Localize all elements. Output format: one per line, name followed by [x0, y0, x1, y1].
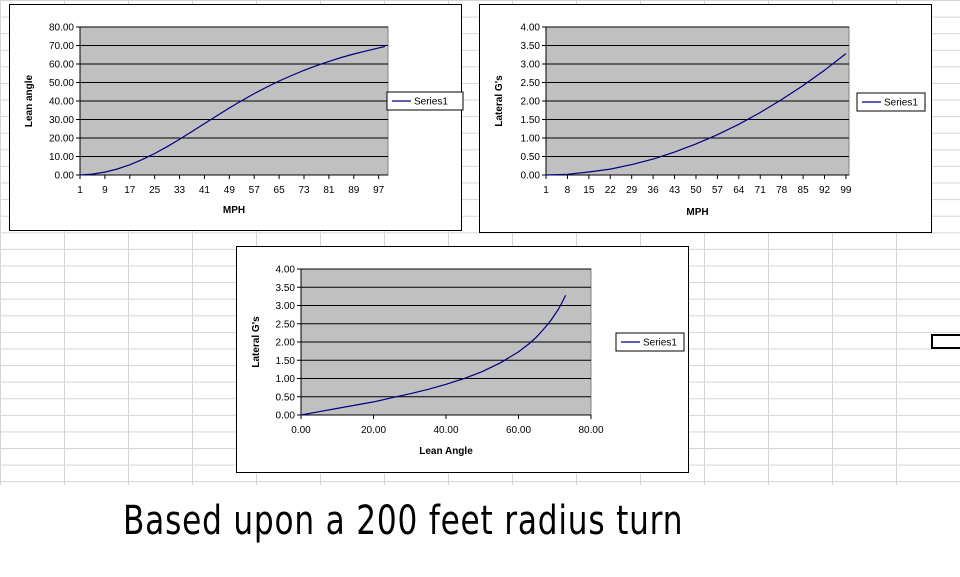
y-tick-label: 2.50 [276, 319, 296, 330]
y-tick-label: 70.00 [49, 41, 74, 52]
y-tick-label: 80.00 [49, 23, 74, 34]
legend-box [856, 92, 926, 112]
x-tick-label: 36 [648, 185, 660, 196]
chart-0-svg: 0.00 10.00 20.00 30.00 40.00 50.00 60.00 70.00 8… [24, 23, 464, 216]
chart-lean-angle-vs-mph[interactable]: 0.00 10.00 20.00 30.00 40.00 50.00 60.00 70.00 8… [9, 4, 464, 231]
x-tick-label: 71 [755, 185, 767, 196]
x-tick-label: 89 [348, 185, 360, 196]
x-tick-label: 85 [798, 185, 810, 196]
y-tick-label: 2.00 [276, 338, 296, 349]
y-tick-label: 3.50 [276, 283, 296, 294]
x-axis-label: Lean Angle [419, 446, 473, 457]
x-tick-label: 9 [102, 185, 108, 196]
x-tick-label: 49 [224, 185, 236, 196]
y-tick-label: 10.00 [49, 152, 74, 163]
x-tick-label: 65 [274, 185, 286, 196]
y-tick-label: 1.50 [521, 115, 541, 126]
x-tick-label: 73 [298, 185, 310, 196]
x-tick-label: 64 [733, 185, 745, 196]
y-tick-label: 20.00 [49, 134, 74, 145]
x-tick-label: 41 [199, 185, 211, 196]
y-tick-label: 0.50 [276, 392, 296, 403]
legend-label: Series1 [643, 338, 677, 349]
x-tick-label: 57 [712, 185, 724, 196]
y-tick-label: 1.50 [276, 356, 296, 367]
legend-box [615, 332, 685, 352]
x-tick-label: 1 [77, 185, 83, 196]
x-tick-label: 15 [583, 185, 595, 196]
y-axis-label: Lateral G's [494, 75, 505, 127]
y-tick-label: 30.00 [49, 115, 74, 126]
series-line [300, 295, 567, 416]
y-tick-label: 3.50 [521, 41, 541, 52]
legend-box [386, 91, 464, 111]
y-axis-label: Lean angle [24, 74, 35, 127]
chart-lateral-g-vs-lean-angle[interactable]: 0.00 0.50 1.00 1.50 2.00 2.50 3.00 3.50 4.00 0.00… [236, 246, 689, 473]
x-axis-label: MPH [686, 207, 708, 218]
x-tick-label: 81 [323, 185, 335, 196]
x-tick-label: 99 [840, 185, 852, 196]
x-tick-label: 57 [249, 185, 261, 196]
x-tick-label: 1 [543, 185, 549, 196]
x-tick-label: 97 [373, 185, 385, 196]
x-tick-label: 8 [565, 185, 571, 196]
series-line [79, 46, 386, 176]
y-tick-label: 0.00 [55, 171, 75, 182]
legend-label: Series1 [884, 98, 918, 109]
chart-2-svg: 0.00 0.50 1.00 1.50 2.00 2.50 3.00 3.50 4.00 0.00… [251, 265, 685, 457]
legend-label: Series1 [414, 97, 448, 108]
chart-1-svg: 0.00 0.50 1.00 1.50 2.00 2.50 3.00 3.50 4.00 1 8 15… [494, 23, 926, 218]
x-tick-label: 25 [149, 185, 161, 196]
y-tick-label: 2.50 [521, 78, 541, 89]
x-tick-label: 20.00 [361, 425, 386, 436]
x-tick-label: 22 [605, 185, 617, 196]
x-tick-label: 78 [776, 185, 788, 196]
y-tick-label: 3.00 [521, 60, 541, 71]
x-tick-label: 0.00 [291, 425, 311, 436]
y-tick-label: 1.00 [521, 134, 541, 145]
y-tick-label: 2.00 [521, 97, 541, 108]
x-tick-label: 40.00 [433, 425, 458, 436]
series-line [545, 53, 847, 176]
x-axis-label: MPH [223, 205, 245, 216]
selected-cell[interactable] [931, 334, 960, 349]
caption-text: Based upon a 200 feet radius turn [123, 498, 684, 544]
y-tick-label: 0.00 [276, 411, 296, 422]
x-tick-label: 17 [124, 185, 136, 196]
y-tick-label: 3.00 [276, 301, 296, 312]
x-tick-label: 50 [690, 185, 702, 196]
y-tick-label: 4.00 [276, 265, 296, 276]
x-tick-label: 80.00 [578, 425, 603, 436]
y-tick-label: 40.00 [49, 97, 74, 108]
x-tick-label: 29 [626, 185, 638, 196]
y-tick-label: 0.50 [521, 152, 541, 163]
x-tick-label: 60.00 [506, 425, 531, 436]
y-tick-label: 50.00 [49, 78, 74, 89]
chart-lateral-g-vs-mph[interactable]: 0.00 0.50 1.00 1.50 2.00 2.50 3.00 3.50 4.00 1 8 15… [479, 4, 932, 233]
x-tick-label: 92 [819, 185, 831, 196]
y-tick-label: 4.00 [521, 23, 541, 34]
x-tick-label: 43 [669, 185, 681, 196]
y-tick-label: 60.00 [49, 60, 74, 71]
y-axis-label: Lateral G's [251, 316, 262, 368]
y-tick-label: 1.00 [276, 374, 296, 385]
x-tick-label: 33 [174, 185, 186, 196]
y-tick-label: 0.00 [521, 171, 541, 182]
